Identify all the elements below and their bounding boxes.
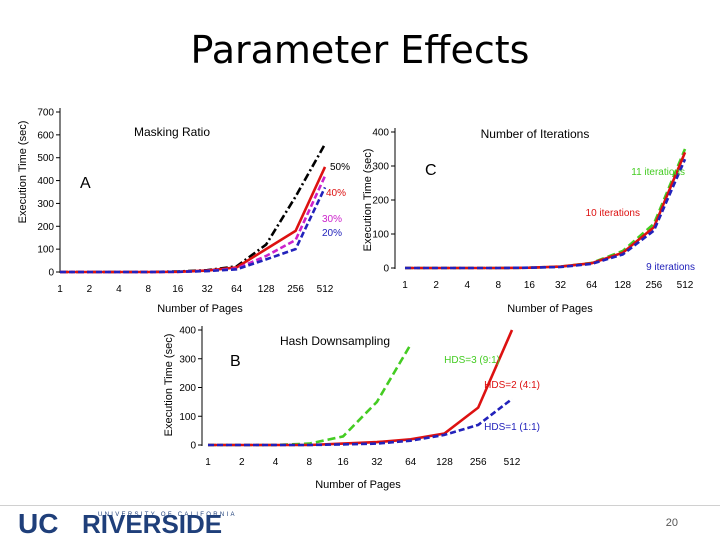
chart-masking-ratio: 0 100 200 300 400 500 600 700 1 2 4 8 16 32 64 128 256 51… <box>17 108 350 316</box>
x-tick-label: 16 <box>172 284 184 295</box>
series-line-11-iterations <box>405 148 687 270</box>
x-tick-label: 128 <box>614 280 631 291</box>
x-tick-label: 1 <box>57 284 63 295</box>
x-axis-label: Number of Pages <box>157 303 243 315</box>
series-label: HDS=1 (1:1) <box>484 422 540 433</box>
page-number: 20 <box>665 517 678 529</box>
y-tick-label: 600 <box>37 130 54 141</box>
series-label: 50% <box>330 162 350 173</box>
x-tick-label: 32 <box>371 457 383 468</box>
y-tick-label: 400 <box>37 176 54 187</box>
logo-uc: UC <box>18 509 58 535</box>
panel-letter: B <box>230 353 241 370</box>
y-axis-label: Execution Time (sec) <box>362 149 374 252</box>
y-axis-label: Execution Time (sec) <box>163 334 175 437</box>
x-tick-label: 1 <box>205 457 211 468</box>
logo-university: UNIVERSITY OF CALIFORNIA <box>98 512 237 518</box>
x-tick-label: 512 <box>317 284 334 295</box>
y-tick-label: 100 <box>179 412 196 423</box>
x-tick-label: 4 <box>464 280 470 291</box>
x-tick-label: 64 <box>231 284 243 295</box>
x-tick-label: 2 <box>433 280 439 291</box>
chart-hash-downsampling: 0 100 200 300 400 1 2 4 8 16 32 64 128 256 512 Hash Dow… <box>163 326 540 492</box>
x-tick-label: 4 <box>273 457 279 468</box>
series-label: 11 iterations <box>631 167 685 178</box>
series-label: 30% <box>322 214 342 225</box>
uc-riverside-logo: UC RIVERSIDE UNIVERSITY OF CALIFORNIA <box>18 509 237 535</box>
y-tick-label: 200 <box>37 222 54 233</box>
slide-title: Parameter Effects <box>190 28 530 72</box>
x-tick-label: 32 <box>202 284 214 295</box>
x-tick-label: 16 <box>524 280 536 291</box>
x-tick-label: 8 <box>496 280 502 291</box>
y-tick-label: 400 <box>179 326 196 337</box>
x-tick-label: 128 <box>436 457 453 468</box>
series-line-30- <box>60 175 327 274</box>
chart-title: Hash Downsampling <box>280 334 390 348</box>
y-tick-label: 0 <box>383 264 389 275</box>
x-tick-label: 2 <box>87 284 93 295</box>
x-tick-label: 16 <box>338 457 350 468</box>
logo-riverside: RIVERSIDE <box>82 509 222 535</box>
chart-title: Number of Iterations <box>481 127 590 141</box>
series-label: 9 iterations <box>646 262 695 273</box>
x-tick-label: 8 <box>146 284 152 295</box>
series-label: 10 iterations <box>586 208 640 219</box>
y-tick-label: 700 <box>37 108 54 119</box>
series-label: 20% <box>322 228 342 239</box>
footer-divider <box>0 505 720 506</box>
series-label: 40% <box>326 188 346 199</box>
x-tick-label: 512 <box>504 457 521 468</box>
x-axis-label: Number of Pages <box>507 303 593 315</box>
chart-number-of-iterations: 0 100 200 300 400 1 2 4 8 16 32 64 128 256 512 Number o… <box>362 127 695 315</box>
panel-letter: A <box>80 175 91 192</box>
x-tick-label: 512 <box>677 280 694 291</box>
y-tick-label: 0 <box>190 441 196 452</box>
series-line-9-iterations <box>405 158 687 270</box>
x-tick-label: 4 <box>116 284 122 295</box>
x-tick-label: 32 <box>555 280 567 291</box>
x-tick-label: 128 <box>258 284 275 295</box>
x-tick-label: 256 <box>470 457 487 468</box>
series-line-40- <box>60 166 327 274</box>
x-tick-label: 256 <box>646 280 663 291</box>
y-tick-label: 500 <box>37 153 54 164</box>
x-tick-label: 256 <box>287 284 304 295</box>
x-tick-label: 64 <box>405 457 417 468</box>
y-tick-label: 100 <box>372 230 389 241</box>
y-tick-label: 300 <box>179 354 196 365</box>
y-tick-label: 200 <box>372 196 389 207</box>
y-tick-label: 200 <box>179 383 196 394</box>
chart-title: Masking Ratio <box>134 125 210 139</box>
x-tick-label: 2 <box>239 457 245 468</box>
x-axis-label: Number of Pages <box>315 479 401 491</box>
y-tick-label: 300 <box>372 162 389 173</box>
x-tick-label: 64 <box>586 280 598 291</box>
y-tick-label: 300 <box>37 199 54 210</box>
series-label: HDS=2 (4:1) <box>484 380 540 391</box>
y-tick-label: 400 <box>372 128 389 139</box>
x-tick-label: 8 <box>307 457 313 468</box>
y-tick-label: 0 <box>48 268 54 279</box>
series-line-20- <box>60 186 327 274</box>
y-tick-label: 100 <box>37 245 54 256</box>
x-tick-label: 1 <box>402 280 408 291</box>
panel-letter: C <box>425 162 437 179</box>
series-line-hds-1-1-1- <box>208 397 513 447</box>
series-label: HDS=3 (9:1) <box>444 355 500 366</box>
y-axis-label: Execution Time (sec) <box>17 121 29 224</box>
